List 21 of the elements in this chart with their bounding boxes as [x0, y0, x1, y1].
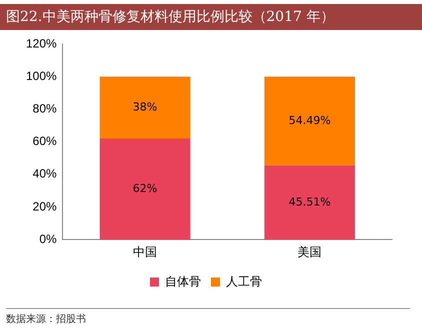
- y-tick-label: 80%: [32, 102, 58, 116]
- y-tick-label: 0%: [39, 232, 58, 246]
- y-tick-label: 20%: [32, 199, 58, 214]
- x-tick-label: 中国: [133, 245, 158, 260]
- y-tick-label: 60%: [32, 134, 58, 148]
- data-label: 45.51%: [288, 195, 331, 208]
- bar: [264, 76, 355, 166]
- data-label: 38%: [132, 100, 158, 114]
- data-label: 62%: [132, 182, 158, 195]
- y-tick-label: 40%: [32, 166, 58, 181]
- y-tick-label: 120%: [26, 36, 58, 50]
- legend-label: 人工骨: [226, 274, 262, 288]
- chart-title: 图22.中美两种骨修复材料使用比例比较（2017 年）: [0, 4, 422, 30]
- source-note: 数据来源：招股书: [6, 308, 410, 326]
- legend-label: 自体骨: [165, 274, 201, 288]
- bar: [100, 76, 190, 139]
- bar: [264, 165, 355, 240]
- x-tick-label: 美国: [298, 245, 322, 260]
- y-tick-label: 100%: [26, 68, 58, 83]
- data-label: 54.49%: [288, 114, 331, 127]
- bar: [100, 138, 190, 240]
